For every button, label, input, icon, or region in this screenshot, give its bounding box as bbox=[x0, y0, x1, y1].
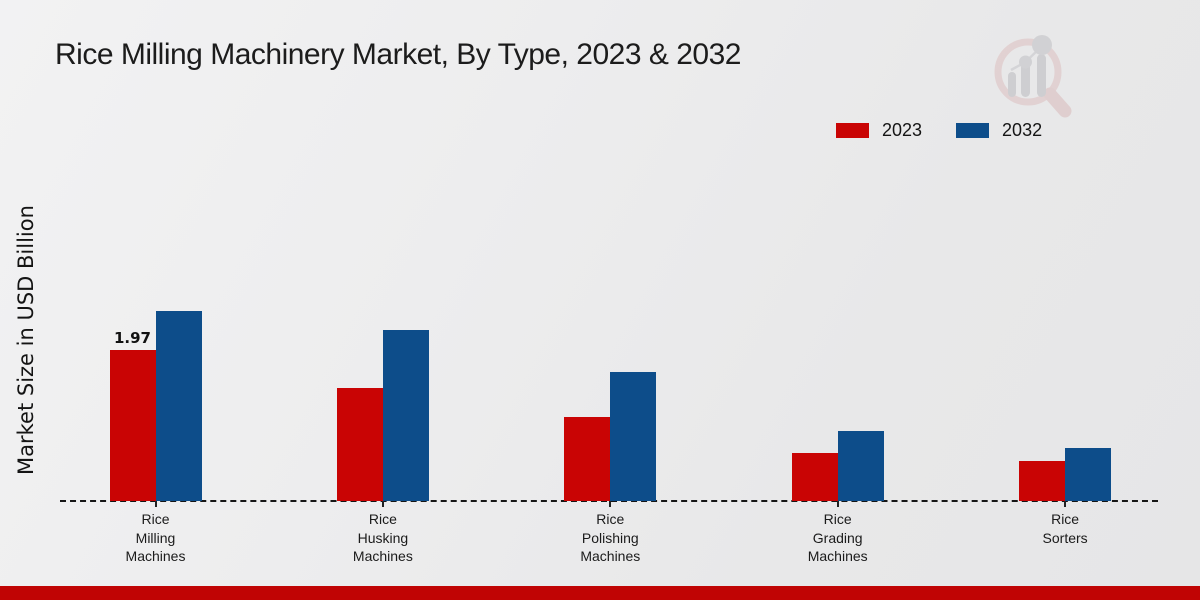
x-axis-tick bbox=[154, 501, 157, 507]
x-axis-category-label: Rice Milling Machines bbox=[125, 511, 186, 564]
x-axis-category-label: Rice Husking Machines bbox=[352, 511, 413, 564]
x-axis-tick bbox=[836, 501, 839, 507]
bar-2023-rice-grading-machines bbox=[791, 453, 838, 501]
legend: 2023 2032 bbox=[836, 120, 1042, 141]
bar-2023-rice-husking-machines bbox=[336, 388, 383, 501]
x-axis-tick bbox=[609, 501, 612, 507]
x-axis-tick bbox=[381, 501, 384, 507]
x-axis-category-label: Rice Polishing Machines bbox=[580, 511, 641, 564]
legend-label-2023: 2023 bbox=[882, 120, 923, 140]
bar-2023-rice-milling-machines bbox=[109, 350, 156, 501]
legend-swatch-2023 bbox=[836, 123, 869, 138]
market-research-future-logo-watermark bbox=[994, 35, 1072, 118]
legend-item-2023: 2023 bbox=[836, 120, 922, 141]
x-axis-baseline bbox=[60, 500, 1158, 502]
legend-swatch-2032 bbox=[956, 123, 990, 138]
bar-2032-rice-milling-machines bbox=[155, 311, 202, 501]
bar-2032-rice-grading-machines bbox=[837, 431, 884, 501]
legend-label-2032: 2032 bbox=[1002, 120, 1043, 140]
bar-2023-rice-sorters bbox=[1019, 461, 1066, 501]
footer-accent-bar bbox=[0, 586, 1200, 600]
bar-2023-rice-polishing-machines bbox=[564, 417, 611, 501]
chart-title: Rice Milling Machinery Market, By Type, … bbox=[55, 38, 741, 71]
bar-2032-rice-polishing-machines bbox=[610, 372, 657, 501]
legend-item-2032: 2032 bbox=[956, 120, 1042, 141]
x-axis-tick bbox=[1064, 501, 1067, 507]
data-label-2023-rice-milling: 1.97 bbox=[113, 329, 151, 347]
x-axis-category-label: Rice Sorters bbox=[1042, 511, 1088, 546]
x-axis-category-label: Rice Grading Machines bbox=[807, 511, 868, 564]
bar-2032-rice-sorters bbox=[1065, 448, 1112, 501]
bar-2032-rice-husking-machines bbox=[382, 330, 429, 501]
